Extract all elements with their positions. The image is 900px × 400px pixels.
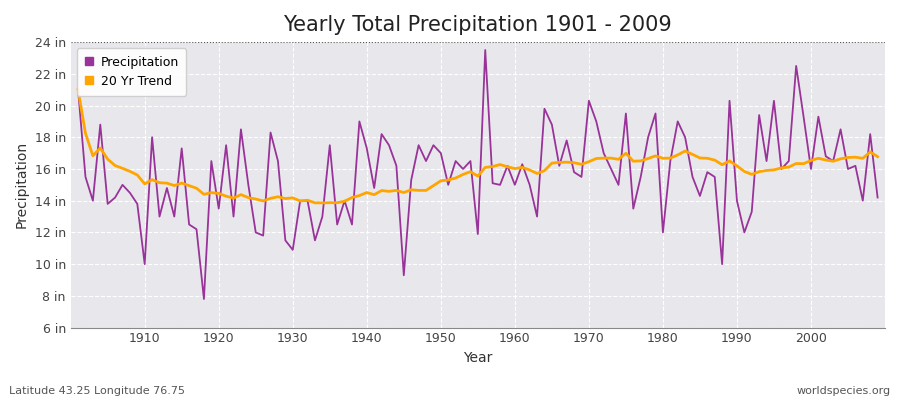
- Y-axis label: Precipitation: Precipitation: [15, 141, 29, 228]
- Text: Latitude 43.25 Longitude 76.75: Latitude 43.25 Longitude 76.75: [9, 386, 185, 396]
- X-axis label: Year: Year: [464, 351, 492, 365]
- Legend: Precipitation, 20 Yr Trend: Precipitation, 20 Yr Trend: [76, 48, 186, 96]
- Title: Yearly Total Precipitation 1901 - 2009: Yearly Total Precipitation 1901 - 2009: [284, 15, 672, 35]
- Text: worldspecies.org: worldspecies.org: [796, 386, 891, 396]
